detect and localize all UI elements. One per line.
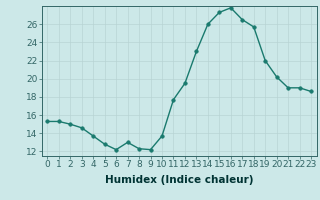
X-axis label: Humidex (Indice chaleur): Humidex (Indice chaleur): [105, 175, 253, 185]
